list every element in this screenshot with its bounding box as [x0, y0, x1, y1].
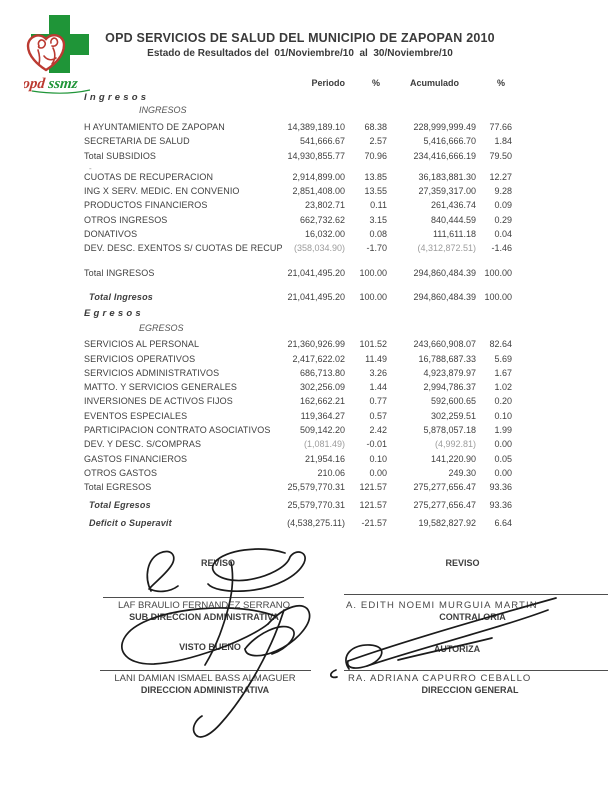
table-row: OTROS GASTOS 210.06 0.00 249.30 0.00 [84, 467, 512, 478]
signer-name: LAF BRAULIO FERNANDEZ SERRANO [117, 600, 291, 611]
table-row: CUOTAS DE RECUPERACION 2,914,899.00 13.85 3… [84, 171, 512, 182]
signature-line [344, 670, 608, 671]
table-row: SERVICIOS AL PERSONAL 21,360,926.99 101.52… [84, 339, 512, 350]
table-row-deficit-superavit: Deficit o Superavit (4,538,275.11) -21.57 1… [89, 517, 512, 528]
role-autoriza: AUTORIZA [433, 644, 481, 654]
table-row: DONATIVOS 16,032.00 0.08 111,611.18 0.04 [84, 229, 512, 240]
section-ingresos: Ingresos [84, 92, 150, 103]
opdssmz-logo: opd ssmz [22, 12, 124, 100]
col-acumulado: Acumulado [409, 78, 459, 88]
role-reviso-left: REVISO [200, 558, 235, 568]
table-row-total-egresos: Total EGRESOS 25,579,770.31 121.57 275,277,… [84, 482, 512, 493]
table-row-negative: DEV. DESC. EXENTOS S/ CUOTAS DE RECUP (35… [84, 243, 512, 254]
col-pct-acumulado: % [496, 78, 505, 88]
signature-line [103, 597, 304, 598]
role-reviso-right: REVISO [445, 558, 480, 568]
subsection-egresos: EGRESOS [139, 323, 184, 334]
page-title: OPD SERVICIOS DE SALUD DEL MUNICIPIO DE … [105, 31, 495, 45]
logo-text-ssmz: ssmz [47, 76, 79, 92]
table-row: SECRETARIA DE SALUD 541,666.67 2.57 5,416,6… [84, 136, 512, 147]
role-visto-bueno: VISTO BUENO [179, 642, 241, 652]
scan-artifact-mark: - [89, 163, 92, 173]
signer-name: RA. ADRIANA CAPURRO CEBALLO [348, 673, 532, 684]
green-cross-heart-icon: opd ssmz [22, 15, 91, 94]
signature-scribble-bottom-left [121, 604, 311, 738]
table-row: SERVICIOS OPERATIVOS 2,417,622.02 11.49 16,… [84, 353, 512, 364]
table-row-total-ingresos: Total INGRESOS 21,041,495.20 100.00 294,860… [84, 267, 512, 278]
signer-title: SUB DIRECCION ADMINISTRATIVA [129, 611, 279, 622]
table-row-total-subsidios: Total SUBSIDIOS 14,930,855.77 70.96 234,416… [84, 150, 512, 161]
table-row-negative: DEV. Y DESC. S/COMPRAS (1,081.49) -0.01 (4,… [84, 439, 512, 450]
table-row: MATTO. Y SERVICIOS GENERALES 302,256.09 1.… [84, 382, 512, 393]
col-pct-periodo: % [371, 78, 380, 88]
table-row-total-egresos-bold: Total Egresos 25,579,770.31 121.57 275,277,… [89, 500, 512, 511]
table-row: PRODUCTOS FINANCIEROS 23,802.71 0.11 261,43… [84, 200, 512, 211]
signer-name: A. EDITH NOEMI MURGUIA MARTIN [346, 600, 538, 611]
signer-name: LANI DAMIAN ISMAEL BASS ALMAGUER [114, 673, 296, 684]
table-row: ING X SERV. MEDIC. EN CONVENIO 2,851,408.… [84, 186, 512, 197]
income-statement-table: Periodo % Acumulado % Ingresos INGRESOS … [84, 78, 512, 532]
table-row-total-ingresos-bold: Total Ingresos 21,041,495.20 100.00 294,860… [89, 291, 512, 302]
col-periodo: Periodo [311, 78, 345, 88]
signature-line [344, 594, 608, 595]
column-headers: Periodo % Acumulado % [84, 78, 512, 92]
subsection-ingresos: INGRESOS [139, 105, 187, 115]
signer-title: DIRECCION ADMINISTRATIVA [140, 684, 270, 695]
table-row: GASTOS FINANCIEROS 21,954.16 0.10 141,220.9… [84, 453, 512, 464]
page-subtitle: Estado de Resultados del 01/Noviembre/10… [147, 48, 453, 59]
table-row: OTROS INGRESOS 662,732.62 3.15 840,444.59 0.… [84, 214, 512, 225]
signer-title: DIRECCION GENERAL [421, 684, 519, 695]
signature-line [100, 670, 311, 671]
table-row: PARTICIPACION CONTRATO ASOCIATIVOS 509,14… [84, 425, 512, 436]
table-row: H AYUNTAMIENTO DE ZAPOPAN 14,389,189.10 68… [84, 122, 512, 132]
table-row: SERVICIOS ADMINISTRATIVOS 686,713.80 3.26 4… [84, 367, 512, 378]
table-row: EVENTOS ESPECIALES 119,364.27 0.57 302,259.… [84, 410, 512, 421]
logo-text-opd: opd [24, 76, 46, 92]
signer-title: CONTRALORIA [439, 611, 506, 622]
section-egresos: Egresos [84, 308, 144, 320]
table-row: INVERSIONES DE ACTIVOS FIJOS 162,662.21 0.… [84, 396, 512, 407]
document-header: OPD SERVICIOS DE SALUD DEL MUNICIPIO DE … [0, 31, 600, 59]
